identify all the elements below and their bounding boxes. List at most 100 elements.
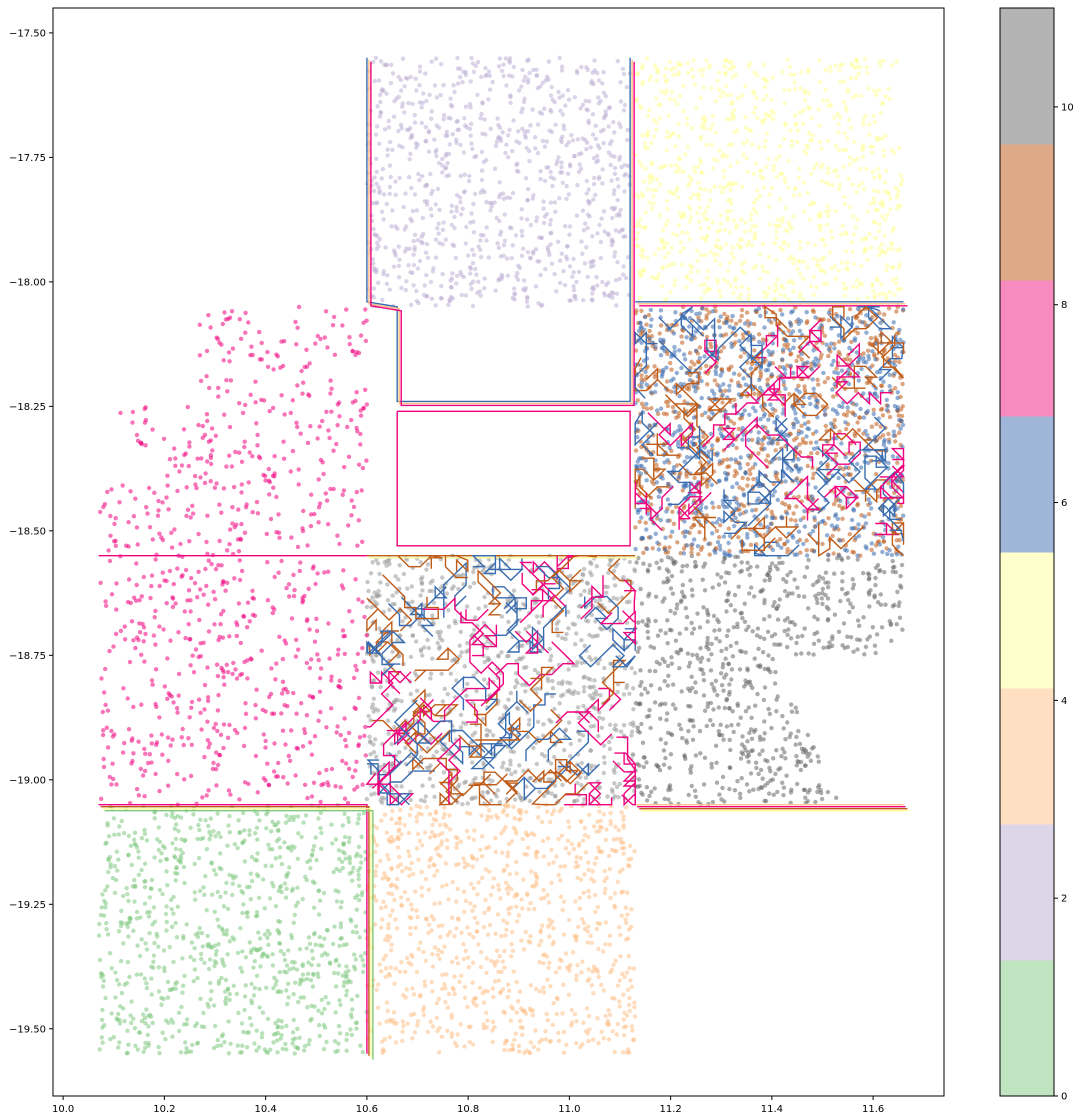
data-point xyxy=(297,1035,302,1041)
data-point xyxy=(511,804,516,809)
data-point xyxy=(895,248,900,253)
data-point xyxy=(546,861,552,867)
data-point xyxy=(897,262,902,267)
data-point xyxy=(591,197,596,202)
data-point xyxy=(490,986,495,991)
data-point xyxy=(748,61,753,66)
data-point xyxy=(620,971,625,977)
data-point xyxy=(689,359,694,364)
data-point xyxy=(519,253,525,258)
data-point xyxy=(392,99,397,104)
data-point xyxy=(782,87,787,93)
data-point xyxy=(878,110,884,116)
data-point xyxy=(431,862,436,867)
data-point xyxy=(372,78,378,84)
data-point xyxy=(278,949,283,954)
data-point xyxy=(763,310,768,315)
data-point xyxy=(176,828,181,834)
data-point xyxy=(462,116,467,121)
data-point xyxy=(826,213,831,218)
data-point xyxy=(420,215,425,221)
data-point xyxy=(526,939,531,944)
data-point xyxy=(606,105,612,111)
data-point xyxy=(743,125,749,131)
data-point xyxy=(627,1008,632,1014)
data-point xyxy=(825,98,831,103)
data-point xyxy=(708,431,714,437)
data-point xyxy=(676,70,681,75)
data-point xyxy=(606,232,611,238)
data-point xyxy=(705,204,711,209)
data-point xyxy=(663,222,669,228)
data-point xyxy=(105,932,111,937)
data-point xyxy=(338,905,344,910)
data-point xyxy=(863,521,869,526)
data-point xyxy=(824,209,829,215)
data-point xyxy=(691,192,696,197)
data-point xyxy=(656,102,662,108)
data-point xyxy=(445,845,450,850)
data-point xyxy=(845,316,851,321)
data-point xyxy=(643,369,648,375)
data-point xyxy=(756,332,762,337)
data-point xyxy=(355,993,360,999)
data-point xyxy=(576,924,581,929)
data-point xyxy=(839,260,845,265)
data-point xyxy=(199,956,204,962)
data-point xyxy=(523,285,528,291)
data-point xyxy=(270,963,276,968)
data-point xyxy=(506,988,512,993)
data-point xyxy=(574,938,579,943)
data-point xyxy=(317,943,323,948)
data-point xyxy=(591,879,597,884)
data-point xyxy=(354,930,360,935)
data-point xyxy=(833,143,839,148)
data-point xyxy=(472,828,477,833)
data-point xyxy=(615,836,620,842)
data-point xyxy=(610,215,615,221)
data-point xyxy=(879,282,884,287)
data-point xyxy=(403,865,409,871)
data-point xyxy=(826,353,831,359)
data-point xyxy=(639,384,644,390)
data-point xyxy=(399,960,404,965)
data-point xyxy=(783,293,788,299)
data-point xyxy=(469,853,474,858)
data-point xyxy=(114,977,120,983)
data-point xyxy=(873,543,879,548)
data-point xyxy=(502,212,507,217)
data-point xyxy=(703,252,708,258)
data-point xyxy=(836,121,841,127)
data-point xyxy=(860,154,866,159)
data-point xyxy=(861,391,866,396)
data-point xyxy=(603,94,609,99)
data-point xyxy=(602,890,607,896)
data-point xyxy=(227,991,232,997)
data-point xyxy=(869,547,874,553)
data-point xyxy=(602,878,607,884)
data-point xyxy=(257,818,262,823)
data-point xyxy=(715,78,720,84)
data-point xyxy=(814,262,820,268)
data-point xyxy=(528,983,534,988)
data-point xyxy=(458,200,463,205)
data-point xyxy=(838,115,843,120)
data-point xyxy=(257,936,263,941)
data-point xyxy=(578,855,583,861)
data-point xyxy=(538,272,543,278)
data-point xyxy=(702,354,707,359)
data-point xyxy=(208,833,213,838)
data-point xyxy=(381,957,386,962)
data-point xyxy=(380,297,385,303)
data-point xyxy=(664,509,669,514)
cluster-0-points xyxy=(96,803,369,1056)
data-point xyxy=(708,249,714,255)
data-point xyxy=(355,821,360,826)
data-point xyxy=(490,1019,496,1025)
data-point xyxy=(472,904,477,909)
data-point xyxy=(306,935,312,940)
data-point xyxy=(443,999,448,1005)
data-point xyxy=(417,838,423,844)
data-point xyxy=(254,1048,259,1053)
data-point xyxy=(178,815,184,820)
